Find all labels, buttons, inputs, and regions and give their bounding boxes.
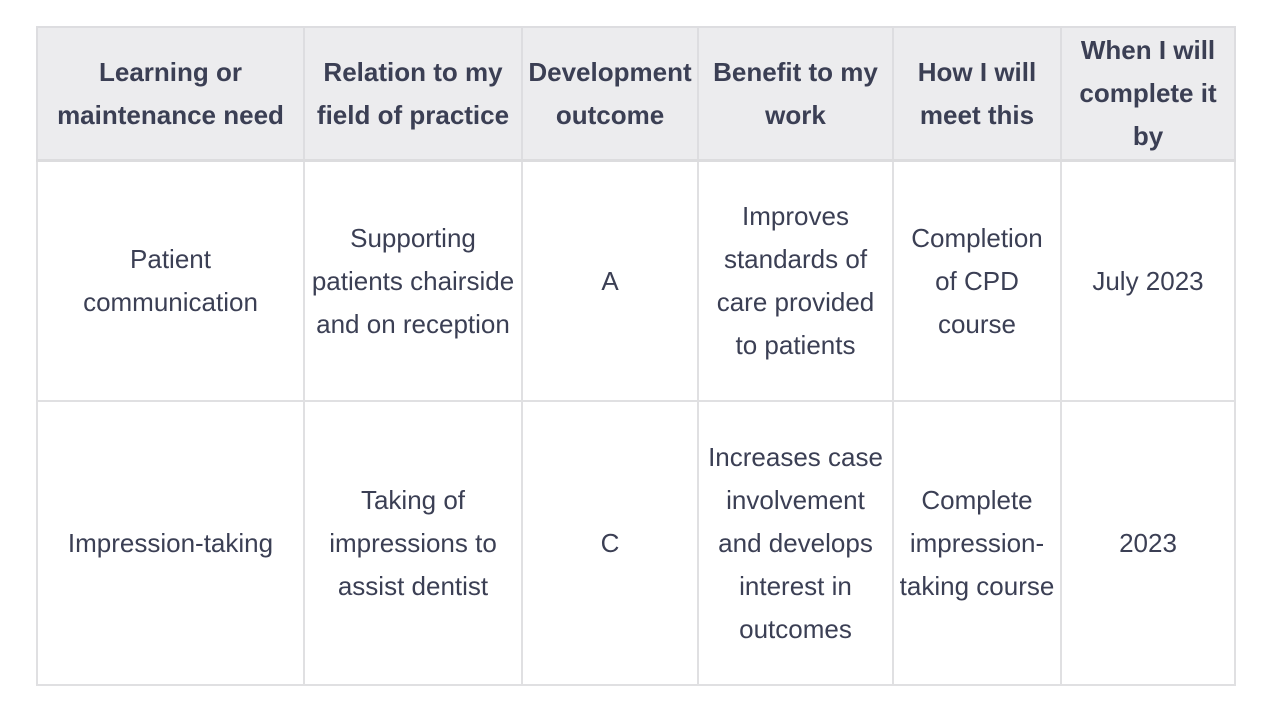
cell-r1-learning-need: Patient communication xyxy=(36,159,305,402)
cell-r2-how-meet: Complete impression-taking course xyxy=(892,400,1062,686)
cell-r2-outcome: C xyxy=(521,400,699,686)
table-row-patient-communication: Patient communication Supporting patient… xyxy=(36,159,1236,402)
column-header-complete-by: When I will complete it by xyxy=(1060,26,1236,162)
cell-r1-complete-by: July 2023 xyxy=(1060,159,1236,402)
column-header-benefit-to-work: Benefit to my work xyxy=(697,26,894,162)
cell-r2-relation: Taking of impressions to assist dentist xyxy=(303,400,523,686)
cell-r2-learning-need: Impression-taking xyxy=(36,400,305,686)
column-header-learning-need: Learning or maintenance need xyxy=(36,26,305,162)
column-header-how-meet: How I will meet this xyxy=(892,26,1062,162)
cell-r1-relation: Supporting patients chairside and on rec… xyxy=(303,159,523,402)
column-header-relation-to-practice: Relation to my field of practice xyxy=(303,26,523,162)
cell-r1-benefit: Improves standards of care provided to p… xyxy=(697,159,894,402)
column-header-development-outcome: Development outcome xyxy=(521,26,699,162)
cell-r2-complete-by: 2023 xyxy=(1060,400,1236,686)
pdp-learning-needs-table: Learning or maintenance need Relation to… xyxy=(36,26,1236,686)
cell-r1-how-meet: Completion of CPD course xyxy=(892,159,1062,402)
table-row-impression-taking: Impression-taking Taking of impressions … xyxy=(36,400,1236,686)
table-header-row: Learning or maintenance need Relation to… xyxy=(36,26,1236,162)
cell-r2-benefit: Increases case involvement and develops … xyxy=(697,400,894,686)
cell-r1-outcome: A xyxy=(521,159,699,402)
